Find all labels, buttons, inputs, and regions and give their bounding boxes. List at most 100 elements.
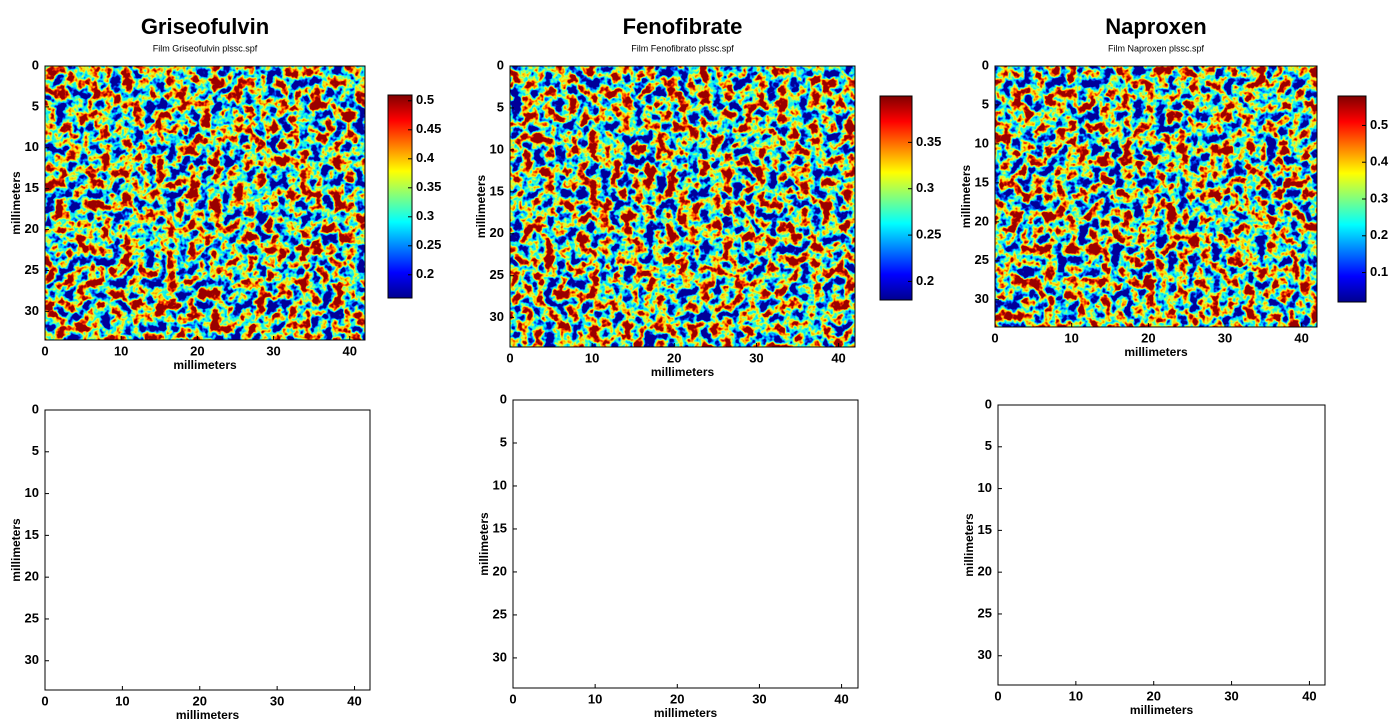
colorbar [387,94,413,299]
y-tick-label: 30 [978,647,992,662]
x-axis-label: millimeters [654,706,718,720]
y-tick-label: 20 [25,221,39,236]
panel-title: Naproxen [1105,14,1206,39]
panel-title: Griseofulvin [141,14,269,39]
y-tick-label: 10 [25,485,39,500]
y-axis-label: millimeters [959,164,973,228]
y-tick-label: 0 [985,396,992,411]
colorbar-tick-label: 0.3 [1370,190,1388,205]
x-tick-label: 30 [1224,688,1238,703]
heatmap-image [995,66,1317,327]
colorbar-tick-label: 0.3 [916,180,934,195]
y-tick-label: 0 [982,57,989,72]
y-tick-label: 30 [493,649,507,664]
y-tick-label: 30 [25,303,39,318]
y-tick-label: 20 [978,564,992,579]
y-tick-label: 20 [490,225,504,240]
y-tick-label: 15 [493,520,507,535]
colorbar-tick-label: 0.45 [416,121,441,136]
y-tick-label: 5 [32,443,39,458]
y-tick-label: 10 [490,141,504,156]
y-tick-label: 5 [32,98,39,113]
y-tick-label: 0 [497,57,504,72]
panel-subtitle: Film Fenofibrato plssc.spf [631,43,734,53]
colorbar-tick-label: 0.2 [1370,227,1388,242]
x-tick-label: 0 [994,688,1001,703]
colorbar-tick-label: 0.25 [916,227,941,242]
panel-subtitle: Film Naproxen plssc.spf [1108,43,1205,53]
y-tick-label: 25 [25,610,39,625]
y-tick-label: 30 [975,291,989,306]
x-tick-label: 40 [831,350,845,365]
x-tick-label: 40 [1302,688,1316,703]
y-tick-label: 5 [985,438,992,453]
y-tick-label: 10 [493,477,507,492]
x-tick-label: 30 [749,350,763,365]
x-tick-label: 20 [1146,688,1160,703]
x-tick-label: 20 [193,693,207,708]
x-tick-label: 20 [1141,330,1155,345]
x-tick-label: 40 [1294,330,1308,345]
x-tick-label: 10 [1064,330,1078,345]
x-tick-label: 30 [266,343,280,358]
y-tick-label: 15 [975,174,989,189]
x-tick-label: 10 [588,691,602,706]
y-tick-label: 15 [978,522,992,537]
x-axis-label: millimeters [1130,703,1194,717]
panel-title: Fenofibrate [623,14,743,39]
y-tick-label: 25 [975,252,989,267]
x-tick-label: 10 [1069,688,1083,703]
y-tick-label: 25 [978,605,992,620]
x-axis-label: millimeters [651,365,715,379]
y-axis-label: millimeters [962,513,976,577]
x-tick-label: 0 [506,350,513,365]
colorbar [879,95,913,301]
y-tick-label: 30 [490,309,504,324]
y-tick-label: 5 [497,99,504,114]
y-tick-label: 15 [25,527,39,542]
y-tick-label: 20 [975,213,989,228]
x-tick-label: 30 [752,691,766,706]
colorbar-tick-label: 0.2 [916,273,934,288]
colorbar-tick-label: 0.35 [416,179,441,194]
y-tick-label: 30 [25,652,39,667]
axes-box [994,65,1318,328]
y-tick-label: 20 [25,569,39,584]
colorbar-tick-label: 0.5 [416,92,434,107]
axes-box [997,404,1326,686]
x-tick-label: 0 [41,693,48,708]
colorbar-tick-label: 0.35 [916,134,941,149]
y-tick-label: 10 [25,139,39,154]
x-tick-label: 20 [190,343,204,358]
y-axis-label: millimeters [474,174,488,238]
x-tick-label: 0 [991,330,998,345]
y-axis-label: millimeters [9,518,23,582]
colorbar-tick-label: 0.3 [416,208,434,223]
y-axis-label: millimeters [477,512,491,576]
heatmap-image [45,66,365,340]
colorbar-tick-label: 0.2 [416,266,434,281]
axes-box [44,409,371,691]
y-tick-label: 25 [490,267,504,282]
x-tick-label: 40 [834,691,848,706]
panel-subtitle: Film Griseofulvin plssc.spf [153,43,258,53]
x-tick-label: 30 [270,693,284,708]
y-tick-label: 15 [490,183,504,198]
y-tick-label: 10 [975,135,989,150]
y-tick-label: 0 [500,391,507,406]
binary-image [513,400,858,688]
colorbar-tick-label: 0.4 [416,150,435,165]
x-tick-label: 10 [115,693,129,708]
y-tick-label: 0 [32,401,39,416]
y-tick-label: 5 [982,96,989,111]
colorbar-tick-label: 0.5 [1370,117,1388,132]
y-axis-label: millimeters [9,171,23,235]
axes-box [44,65,366,341]
x-tick-label: 40 [347,693,361,708]
y-tick-label: 10 [978,480,992,495]
x-tick-label: 0 [41,343,48,358]
colorbar-tick-label: 0.4 [1370,154,1389,169]
x-tick-label: 10 [585,350,599,365]
x-axis-label: millimeters [176,708,240,722]
